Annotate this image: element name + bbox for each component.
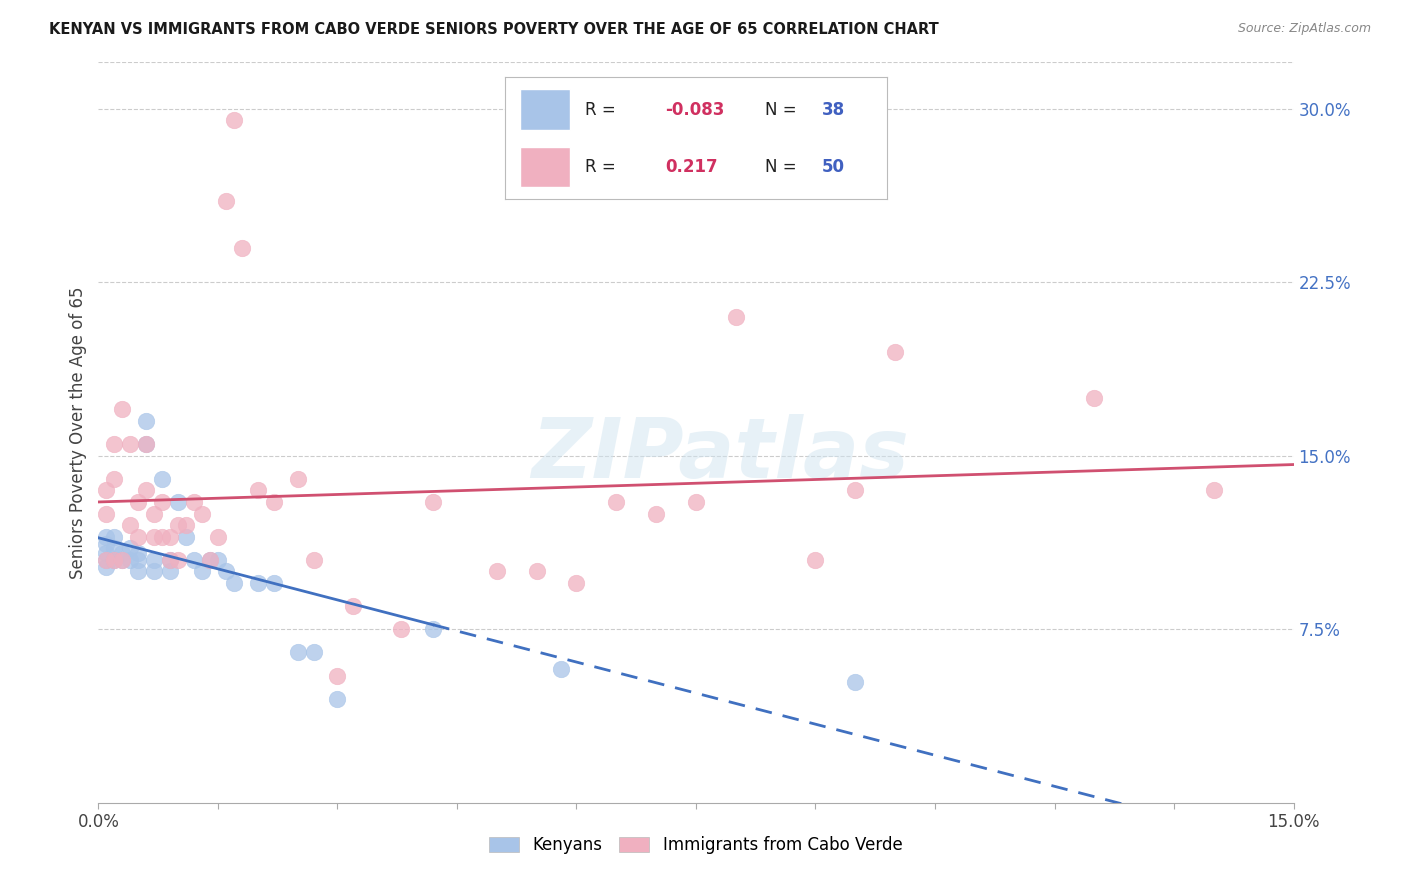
Point (422, 495, 444, 509)
Point (143, 530, 166, 544)
Point (222, 576, 245, 591)
Point (96, 553, 118, 567)
Point (120, 553, 142, 567)
Point (485, 565, 508, 579)
Point (159, 565, 181, 579)
Point (844, 483, 866, 498)
Point (191, 565, 214, 579)
Point (111, 546, 134, 560)
Point (526, 565, 548, 579)
Point (159, 553, 181, 567)
Point (96, 530, 118, 544)
Point (198, 553, 221, 567)
Point (302, 645, 325, 659)
Point (143, 553, 166, 567)
Point (326, 668, 349, 682)
Point (302, 553, 325, 567)
Point (198, 553, 221, 567)
Point (215, 565, 238, 579)
Point (111, 553, 134, 567)
Point (150, 495, 173, 509)
Point (724, 310, 747, 324)
Point (111, 402, 134, 417)
Point (103, 472, 125, 486)
Point (135, 414, 157, 428)
Y-axis label: Seniors Poverty Over the Age of 65: Seniors Poverty Over the Age of 65 (69, 286, 87, 579)
Point (96, 559, 118, 574)
Point (231, 240, 253, 255)
Point (844, 675, 866, 690)
Text: Source: ZipAtlas.com: Source: ZipAtlas.com (1237, 22, 1371, 36)
Point (685, 495, 707, 509)
Point (183, 495, 205, 509)
Legend: Kenyans, Immigrants from Cabo Verde: Kenyans, Immigrants from Cabo Verde (482, 830, 910, 861)
Point (215, 194, 238, 209)
Point (135, 437, 157, 451)
Point (287, 472, 309, 486)
Point (389, 622, 412, 636)
Point (103, 541, 125, 556)
Point (159, 553, 181, 567)
Point (550, 662, 572, 676)
Point (263, 495, 285, 509)
Point (1202, 483, 1225, 498)
Point (287, 645, 309, 659)
Point (246, 483, 269, 498)
Point (143, 565, 166, 579)
Point (96, 507, 118, 521)
Point (127, 495, 149, 509)
Point (127, 553, 149, 567)
Point (103, 437, 125, 451)
Point (150, 472, 173, 486)
Point (96, 546, 118, 560)
Point (120, 541, 142, 556)
Point (127, 530, 149, 544)
Point (150, 530, 173, 544)
Point (96, 536, 118, 550)
Point (174, 530, 197, 544)
Point (167, 553, 190, 567)
Point (96, 483, 118, 498)
Point (174, 518, 197, 533)
Point (159, 530, 181, 544)
Point (103, 530, 125, 544)
Point (884, 344, 907, 359)
Point (120, 518, 142, 533)
Point (645, 507, 668, 521)
Point (120, 437, 142, 451)
Point (342, 599, 364, 614)
Point (326, 691, 349, 706)
Point (135, 437, 157, 451)
Point (127, 565, 149, 579)
Point (1083, 391, 1105, 405)
Text: KENYAN VS IMMIGRANTS FROM CABO VERDE SENIORS POVERTY OVER THE AGE OF 65 CORRELAT: KENYAN VS IMMIGRANTS FROM CABO VERDE SEN… (49, 22, 939, 37)
Point (127, 546, 149, 560)
Point (207, 553, 229, 567)
Point (191, 507, 214, 521)
Point (183, 553, 205, 567)
Point (207, 530, 229, 544)
Point (167, 495, 190, 509)
Point (246, 576, 269, 591)
Point (143, 507, 166, 521)
Text: ZIPatlas: ZIPatlas (531, 414, 908, 495)
Point (422, 622, 444, 636)
Point (263, 576, 285, 591)
Point (111, 553, 134, 567)
Point (804, 553, 827, 567)
Point (605, 495, 627, 509)
Point (167, 518, 190, 533)
Point (103, 553, 125, 567)
Point (96, 553, 118, 567)
Point (565, 576, 588, 591)
Point (103, 553, 125, 567)
Point (222, 113, 245, 128)
Point (135, 483, 157, 498)
